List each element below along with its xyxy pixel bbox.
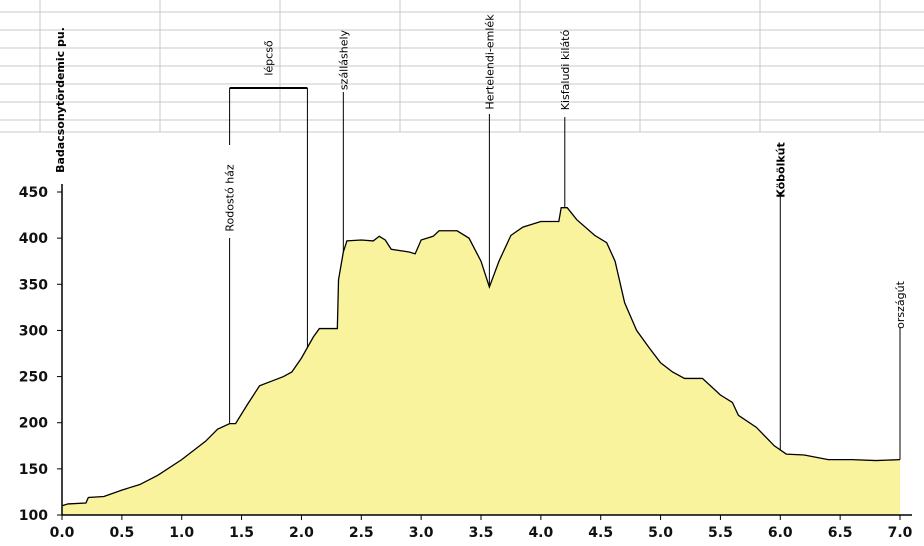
x-tick-label: 7.0: [888, 525, 913, 541]
annotation-label: szálláshely: [337, 29, 350, 90]
area: [62, 207, 900, 515]
x-tick-label: 2.5: [349, 525, 374, 541]
x-tick-label: 1.5: [229, 525, 254, 541]
y-tick-label: 250: [19, 370, 48, 386]
annotation-label: Badacsonytördemic pu.: [54, 27, 67, 173]
y-tick-label: 350: [19, 277, 48, 293]
y-tick-label: 300: [19, 323, 48, 339]
x-tick-label: 0.0: [50, 525, 75, 541]
annotation-label: Hertelendi-emlék: [483, 14, 496, 110]
y-tick-label: 450: [19, 185, 48, 201]
x-tick-label: 6.0: [768, 525, 793, 541]
x-tick-label: 5.5: [708, 525, 733, 541]
x-tick-label: 3.0: [409, 525, 434, 541]
annotation-label: Köbölkút: [774, 142, 787, 198]
x-tick-label: 3.5: [469, 525, 494, 541]
x-tick-label: 1.0: [169, 525, 194, 541]
x-tick-label: 0.5: [109, 525, 134, 541]
y-tick-label: 100: [19, 508, 48, 524]
annotation-label: országút: [894, 280, 907, 328]
x-tick-label: 2.0: [289, 525, 314, 541]
y-tick-label: 400: [19, 231, 48, 247]
x-tick-label: 6.5: [828, 525, 853, 541]
annotation-label: lépcső: [263, 40, 276, 76]
profile-line: [61, 207, 901, 507]
y-tick-label: 150: [19, 462, 48, 478]
annotation-label: Kisfaludi kilátó: [559, 30, 572, 111]
x-tick-label: 4.0: [528, 525, 553, 541]
annotation-label: Rodostó ház: [224, 164, 237, 232]
x-tick-label: 5.0: [648, 525, 673, 541]
y-tick-label: 200: [19, 416, 48, 432]
x-tick-label: 4.5: [588, 525, 613, 541]
header-grid: [0, 0, 924, 133]
